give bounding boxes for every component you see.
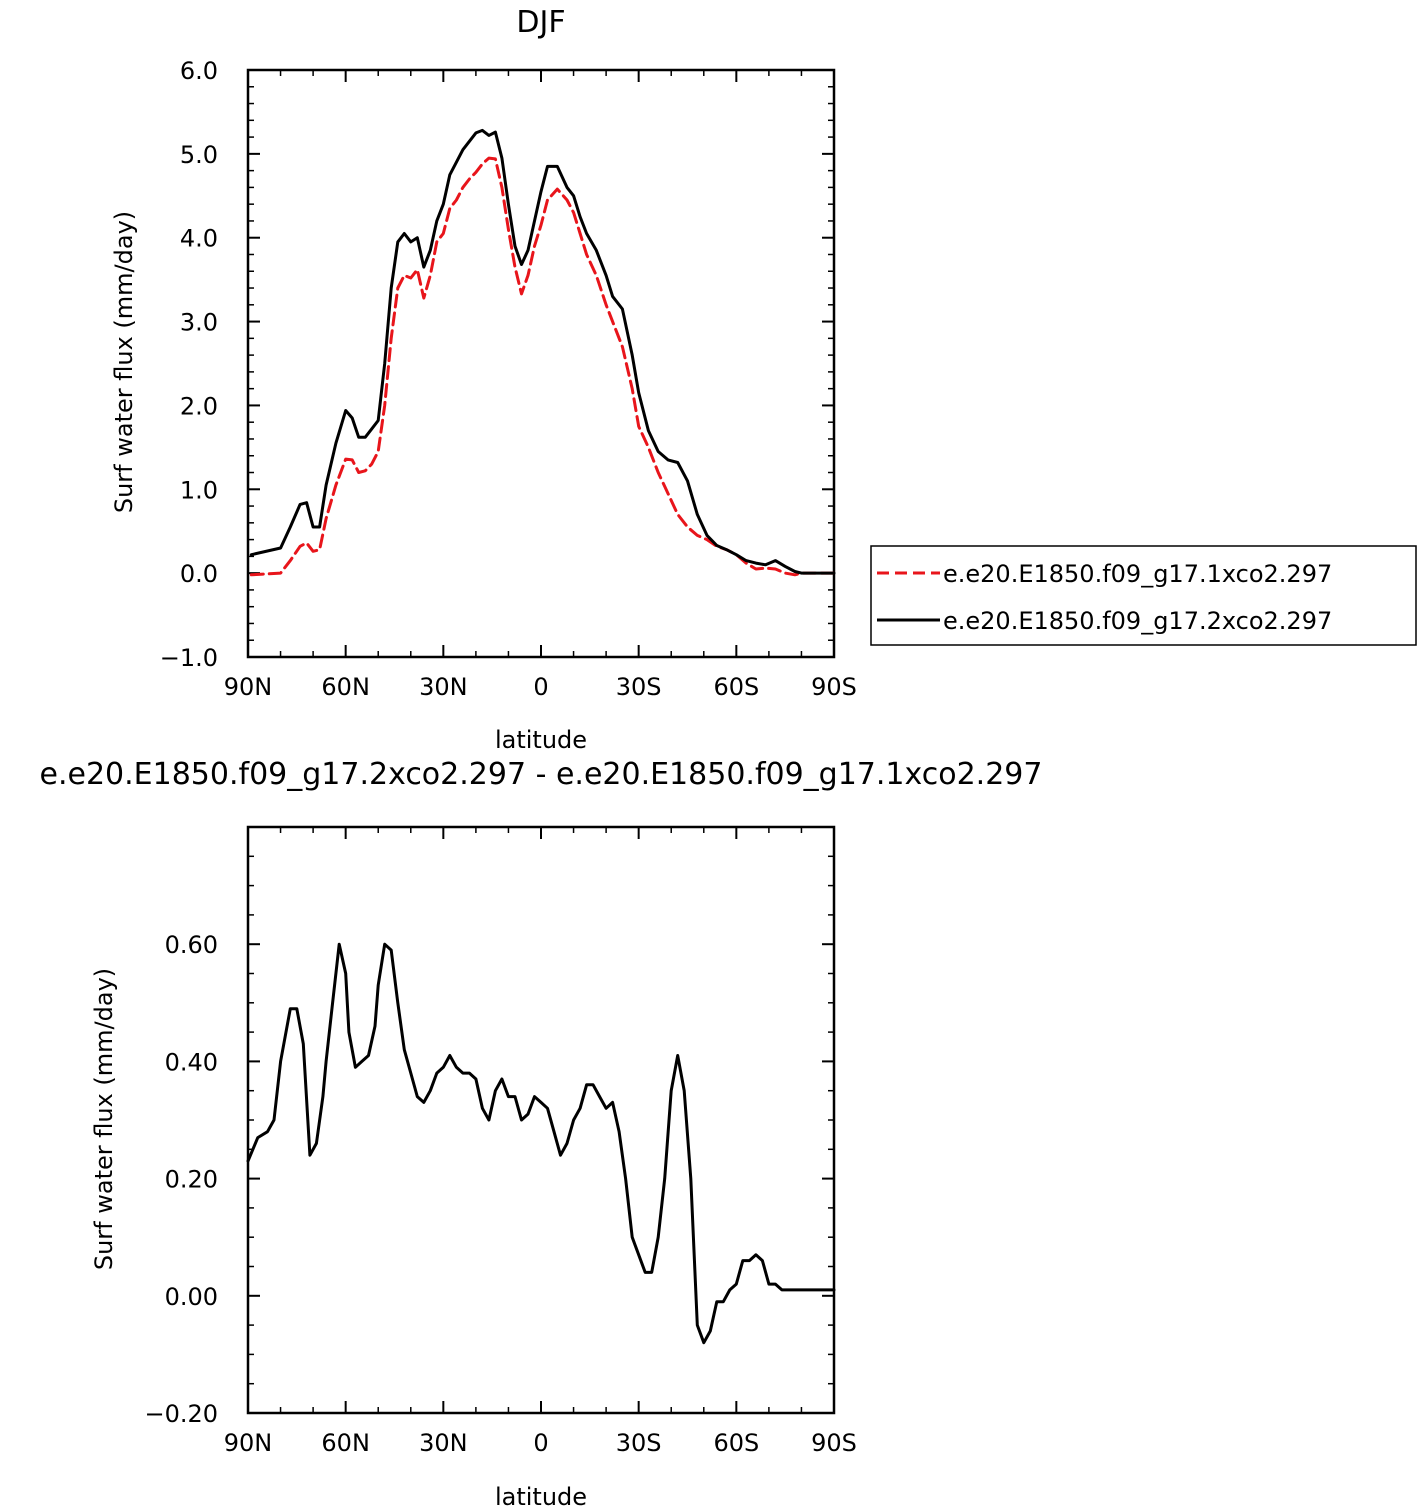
bottom-y-tick-label: 0.20 [165, 1166, 218, 1194]
bottom-title: e.e20.E1850.f09_g17.2xco2.297 - e.e20.E1… [40, 757, 1043, 792]
bottom-y-axis-label: Surf water flux (mm/day) [90, 968, 118, 1270]
top-y-tick-label: 0.0 [180, 560, 218, 588]
top-y-tick-label: 4.0 [180, 225, 218, 253]
bottom-x-tick-label: 90N [224, 1429, 273, 1457]
top-y-tick-label: 5.0 [180, 141, 218, 169]
top-x-tick-label: 30S [616, 673, 662, 701]
top-y-tick-label: 2.0 [180, 392, 218, 420]
top-x-axis-label: latitude [495, 726, 587, 754]
legend: e.e20.E1850.f09_g17.1xco2.297 e.e20.E185… [870, 545, 1417, 646]
legend-label-2xco2: e.e20.E1850.f09_g17.2xco2.297 [943, 607, 1332, 635]
top-x-tick-label: 30N [419, 673, 468, 701]
bottom-y-tick-label: 0.60 [165, 931, 218, 959]
bottom-series-group [246, 942, 836, 1345]
legend-label-1xco2: e.e20.E1850.f09_g17.1xco2.297 [943, 560, 1332, 588]
top-panel: DJF latitude Surf water flux (mm/day) 90… [110, 5, 857, 754]
top-series-line-1 [249, 128, 836, 575]
top-y-tick-label: −1.0 [160, 644, 218, 672]
bottom-x-tick-label: 30S [616, 1429, 662, 1457]
bottom-x-tick-label: 60S [713, 1429, 759, 1457]
bottom-y-tick-label: −0.20 [144, 1400, 218, 1428]
bottom-y-tick-label: 0.40 [165, 1048, 218, 1076]
top-y-tick-label: 1.0 [180, 476, 218, 504]
top-series-line-0 [249, 156, 836, 577]
top-series-group [249, 128, 836, 577]
top-y-axis-label: Surf water flux (mm/day) [110, 211, 138, 513]
bottom-x-tick-label: 60N [321, 1429, 370, 1457]
bottom-plot-frame [246, 825, 836, 1415]
bottom-x-axis-label: latitude [495, 1483, 587, 1511]
top-x-tick-label: 0 [533, 673, 548, 701]
top-ticks: 90N 60N 30N 0 30S 60S 90S −1.0 0.0 1.0 2.0 3.0 4.0 5.… [160, 57, 857, 701]
bottom-x-tick-label: 0 [533, 1429, 548, 1457]
bottom-x-tick-label: 90S [811, 1429, 857, 1457]
bottom-panel: e.e20.E1850.f09_g17.2xco2.297 - e.e20.E1… [40, 757, 1043, 1511]
bottom-y-tick-label: 0.00 [165, 1283, 218, 1311]
top-y-tick-label: 3.0 [180, 309, 218, 337]
legend-box [870, 545, 1417, 646]
top-x-tick-label: 60S [713, 673, 759, 701]
top-plot-frame [246, 68, 836, 659]
bottom-series-line-0 [246, 942, 836, 1345]
top-x-tick-label: 90S [811, 673, 857, 701]
top-x-tick-label: 60N [321, 673, 370, 701]
bottom-ticks: 90N 60N 30N 0 30S 60S 90S −0.20 0.00 0.20 0.40 0.60 [144, 826, 857, 1457]
top-x-tick-label: 90N [224, 673, 273, 701]
top-y-tick-label: 6.0 [180, 57, 218, 85]
top-title: DJF [516, 5, 565, 40]
bottom-x-tick-label: 30N [419, 1429, 468, 1457]
